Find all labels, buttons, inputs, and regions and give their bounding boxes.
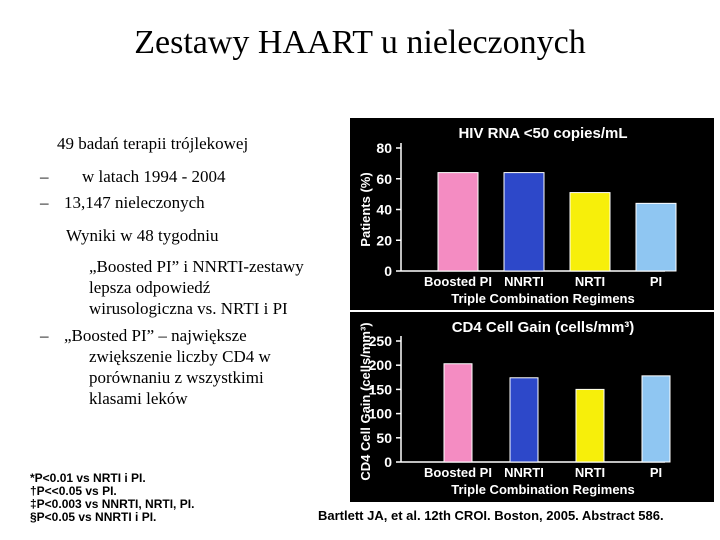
bullet-dash: – (40, 167, 49, 186)
chart-2-title: CD4 Cell Gain (cells/mm³) (452, 319, 635, 336)
chart-1-xlabel: Triple Combination Regimens (451, 291, 634, 306)
chart-1-y-tick-label: 20 (376, 232, 392, 248)
chart-2-y-tick-label: 150 (369, 381, 393, 397)
chart-1-value-label: 51%† (572, 176, 608, 192)
result-1-line-3: wirusologiczna vs. NRTI i PI (89, 299, 288, 318)
chart-1-x-tick-label: PI (650, 274, 662, 289)
chart-1-y-tick-label: 40 (376, 202, 392, 218)
chart-2-x-tick-label: NRTI (575, 465, 605, 480)
footnote-1: *P<0.01 vs NRTI i PI. (30, 471, 146, 485)
bullet-sub-years: w latach 1994 - 2004 (82, 167, 226, 186)
chart-2-bar (575, 388, 605, 463)
result-1-line-2: lepsza odpowiedź (89, 278, 211, 297)
chart-2-xlabel: Triple Combination Regimens (451, 482, 634, 497)
result-2-line-1: „Boosted PI” – największe (64, 326, 247, 345)
chart-2-y-tick-label: 0 (384, 454, 392, 470)
chart-2-value-label: 203‡ (442, 347, 473, 363)
result-1-line-1: „Boosted PI” i NNRTI-zestawy (89, 257, 304, 276)
chart-2-ylabel: CD4 Cell Gain (cells/mm³) (358, 322, 373, 480)
chart-1-bar (569, 192, 611, 272)
chart-1-y-tick-label: 60 (376, 171, 392, 187)
chart-2-bar (641, 375, 671, 463)
result-2-line-4: klasami leków (89, 389, 188, 408)
result-2-line-2: zwiększenie liczby CD4 w (89, 347, 271, 366)
chart-2-value-label: 174 (512, 361, 536, 377)
chart-2-bar (443, 363, 473, 463)
chart-1-y-tick-label: 80 (376, 140, 392, 156)
chart-2-x-tick-label: PI (650, 465, 662, 480)
slide-title: Zestawy HAART u nieleczonych (134, 24, 586, 61)
chart-1-value-label: 64%* (441, 156, 475, 172)
citation: Bartlett JA, et al. 12th CROI. Boston, 2… (318, 508, 664, 523)
chart-1-x-tick-label: NRTI (575, 274, 605, 289)
bullet-main: 49 badań terapii trójlekowej (57, 134, 249, 153)
footnote-2: †P<<0.05 vs PI. (30, 484, 117, 498)
chart-2-x-tick-label: Boosted PI (424, 465, 492, 480)
chart-1-title: HIV RNA <50 copies/mL (458, 125, 627, 142)
result-2-line-3: porównaniu z wszystkimi (89, 368, 264, 387)
chart-2-y-tick-label: 100 (369, 406, 393, 422)
chart-2-x-tick-label: NNRTI (504, 465, 544, 480)
chart-2-y-tick-label: 250 (369, 333, 393, 349)
chart-2-value-label: 178 (644, 359, 668, 375)
chart-1-bar (437, 172, 479, 272)
chart-1-bar (635, 202, 677, 272)
chart-2-bar (509, 377, 539, 463)
chart-2-value-label: 150§ (574, 372, 605, 388)
bullet-results: Wyniki w 48 tygodniu (66, 226, 219, 245)
bullet-dash: – (40, 193, 49, 212)
chart-1-bar (503, 172, 545, 272)
chart-1-value-label: 44% (642, 186, 671, 202)
footnote-4: §P<0.05 vs NNRTI i PI. (30, 510, 157, 524)
chart-1-x-tick-label: NNRTI (504, 274, 544, 289)
bullet-dash: – (40, 326, 49, 345)
footnote-3: ‡P<0.003 vs NNRTI, NRTI, PI. (30, 497, 195, 511)
chart-1-x-tick-label: Boosted PI (424, 274, 492, 289)
chart-2-y-tick-label: 200 (369, 357, 393, 373)
chart-1-y-tick-label: 0 (384, 263, 392, 279)
chart-1-value-label: 64%* (507, 156, 541, 172)
chart-2-y-tick-label: 50 (376, 430, 392, 446)
bullet-sub-patients: 13,147 nieleczonych (64, 193, 205, 212)
chart-1-ylabel: Patients (%) (358, 172, 373, 246)
